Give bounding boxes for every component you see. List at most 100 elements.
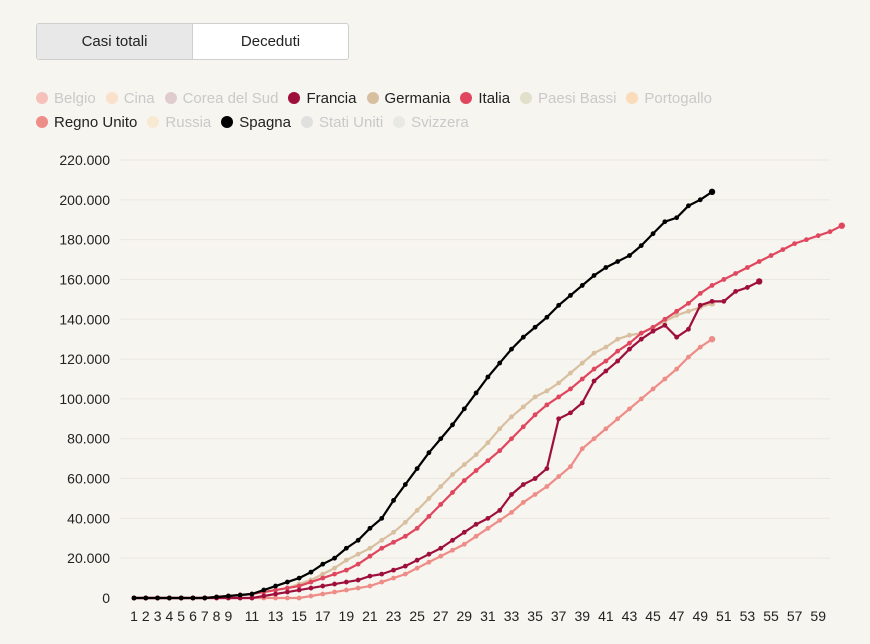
series-point-italia	[568, 386, 573, 392]
legend-dot	[36, 116, 48, 128]
legend-label: Germania	[384, 89, 451, 107]
series-point-spagna	[414, 466, 420, 471]
legend-dot	[147, 116, 160, 128]
series-point-regno-unito	[426, 559, 432, 565]
series-point-germania	[414, 508, 420, 513]
legend-label: Paesi Bassi	[538, 89, 617, 107]
series-point-regno-unito	[284, 595, 290, 601]
series-point-italia	[461, 478, 467, 483]
series-point-italia	[638, 330, 644, 336]
series-point-regno-unito	[343, 587, 349, 593]
series-point-francia	[249, 595, 255, 601]
series-point-regno-unito	[697, 344, 703, 350]
legend-label: Cina	[123, 89, 155, 107]
series-point-germania	[379, 537, 385, 543]
series-point-italia	[450, 490, 455, 495]
series-point-spagna	[308, 569, 314, 575]
legend-item-spagna[interactable]: Spagna	[221, 114, 291, 131]
series-point-regno-unito	[520, 500, 526, 505]
legend-label: Francia	[306, 89, 357, 107]
x-tick-label: 29	[457, 608, 473, 624]
series-point-regno-unito	[473, 533, 479, 539]
legend-item-germania[interactable]: Germania	[366, 89, 451, 107]
series-point-regno-unito	[686, 354, 691, 360]
series-point-italia	[473, 468, 479, 473]
series-point-francia	[721, 298, 727, 304]
series-point-regno-unito	[568, 464, 573, 469]
series-point-francia	[308, 585, 314, 591]
series-point-italia	[296, 583, 302, 589]
series-point-regno-unito	[591, 436, 597, 442]
legend-item-regno-unito[interactable]: Regno Unito	[36, 114, 137, 131]
series-point-francia	[414, 557, 420, 563]
series-point-spagna	[438, 436, 444, 442]
series-point-germania	[367, 545, 373, 551]
legend-row-1: Belgio Cina Corea del Sud Francia German…	[36, 86, 826, 110]
metric-tabs: Casi totali Deceduti	[36, 23, 349, 60]
x-tick-label: 11	[245, 608, 260, 624]
series-point-germania	[320, 571, 326, 577]
series-point-francia	[520, 482, 526, 487]
series-line-regno-unito	[134, 338, 713, 600]
x-tick-label: 21	[362, 608, 378, 624]
series-point-regno-unito	[402, 571, 408, 577]
series-point-italia	[733, 271, 739, 276]
legend-item-paesi-bassi[interactable]: Paesi Bassi	[520, 90, 616, 107]
series-point-spagna	[261, 587, 267, 593]
series-point-spagna	[202, 595, 208, 601]
legend-item-cina[interactable]: Cina	[105, 89, 155, 107]
series-point-regno-unito	[674, 366, 680, 372]
series-point-spagna	[225, 593, 231, 599]
series-point-italia	[520, 424, 526, 430]
legend-item-italia[interactable]: Italia	[460, 90, 510, 107]
series-point-francia	[627, 346, 632, 352]
series-point-spagna	[237, 592, 243, 598]
series-point-francia	[367, 573, 373, 579]
legend-dot	[460, 92, 473, 104]
x-tick-label: 55	[763, 608, 779, 624]
x-tick-label: 7	[201, 608, 209, 624]
series-point-germania	[556, 380, 562, 386]
legend-item-russia[interactable]: Russia	[147, 114, 211, 131]
series-point-regno-unito	[627, 406, 632, 412]
series-point-germania	[485, 440, 491, 446]
series-point-italia	[650, 324, 656, 330]
legend-item-svizzera[interactable]: Svizzera	[393, 114, 469, 131]
x-tick-label: 41	[598, 608, 614, 624]
series-point-regno-unito	[414, 565, 420, 571]
series-point-spagna	[131, 595, 137, 601]
legend-item-belgio[interactable]: Belgio	[36, 90, 96, 107]
series-point-regno-unito	[556, 474, 562, 479]
series-point-regno-unito	[308, 593, 314, 599]
legend-label: Corea del Sud	[182, 89, 279, 107]
series-point-italia	[603, 358, 609, 364]
legend-dot	[36, 92, 48, 104]
series-point-italia	[627, 340, 632, 346]
x-tick-label: 27	[433, 608, 449, 624]
series-point-italia	[768, 253, 774, 258]
series-point-spagna	[402, 482, 408, 487]
series-point-italia	[615, 348, 621, 354]
x-tick-label: 37	[551, 608, 567, 624]
x-tick-label: 35	[527, 608, 543, 624]
series-point-italia	[838, 222, 845, 229]
tab-casi-totali[interactable]: Casi totali	[37, 24, 193, 59]
legend-item-stati-uniti[interactable]: Stati Uniti	[300, 114, 383, 131]
legend-dot	[221, 116, 234, 128]
y-tick-label: 60.000	[67, 471, 110, 487]
series-point-francia	[544, 466, 550, 471]
series-point-francia	[662, 322, 668, 328]
series-point-italia	[662, 316, 668, 322]
series-point-italia	[497, 448, 503, 454]
x-tick-label: 19	[339, 608, 355, 624]
legend-item-corea-del-sud[interactable]: Corea del Sud	[164, 89, 279, 107]
series-point-germania	[568, 370, 573, 376]
series-point-spagna	[461, 406, 467, 412]
series-point-spagna	[379, 515, 385, 521]
tab-deceduti[interactable]: Deceduti	[240, 33, 301, 50]
series-point-francia	[650, 328, 656, 334]
series-point-francia	[379, 571, 385, 577]
legend-item-portogallo[interactable]: Portogallo	[626, 90, 712, 107]
series-point-italia	[556, 394, 562, 400]
legend-item-francia[interactable]: Francia	[288, 89, 357, 107]
